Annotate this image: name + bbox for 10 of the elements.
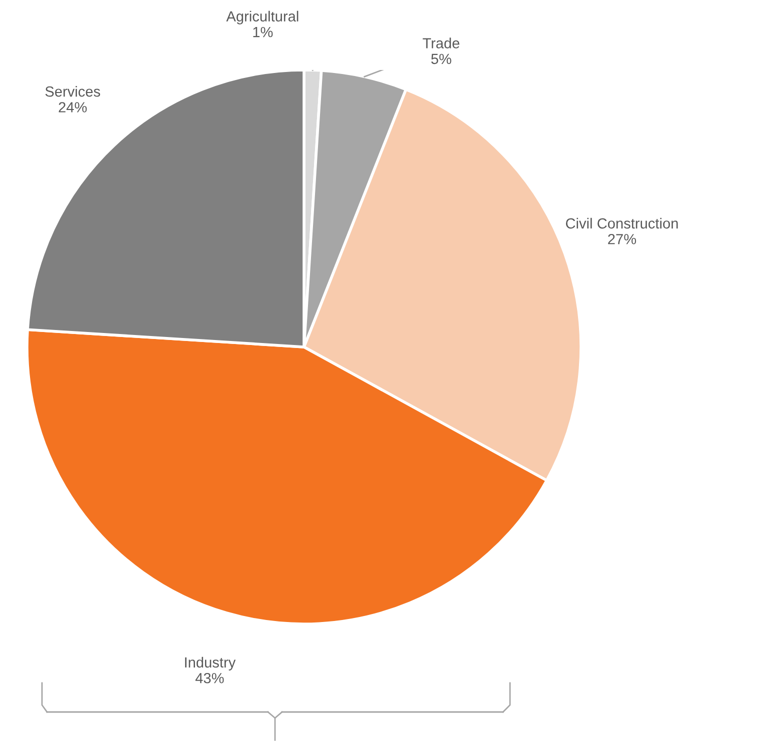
slice-label: Civil Construction (566, 218, 678, 229)
data-label: 5% (431, 54, 452, 64)
slice-label: Agricultural (226, 10, 298, 24)
data-label: 27% (608, 234, 636, 244)
slice-label: Services (45, 86, 100, 97)
data-label: 43% (195, 672, 224, 684)
slice-label: Trade (422, 38, 460, 48)
slice-label: Industry (185, 656, 236, 670)
data-label: 24% (58, 102, 87, 112)
data-label: 1% (253, 26, 273, 38)
